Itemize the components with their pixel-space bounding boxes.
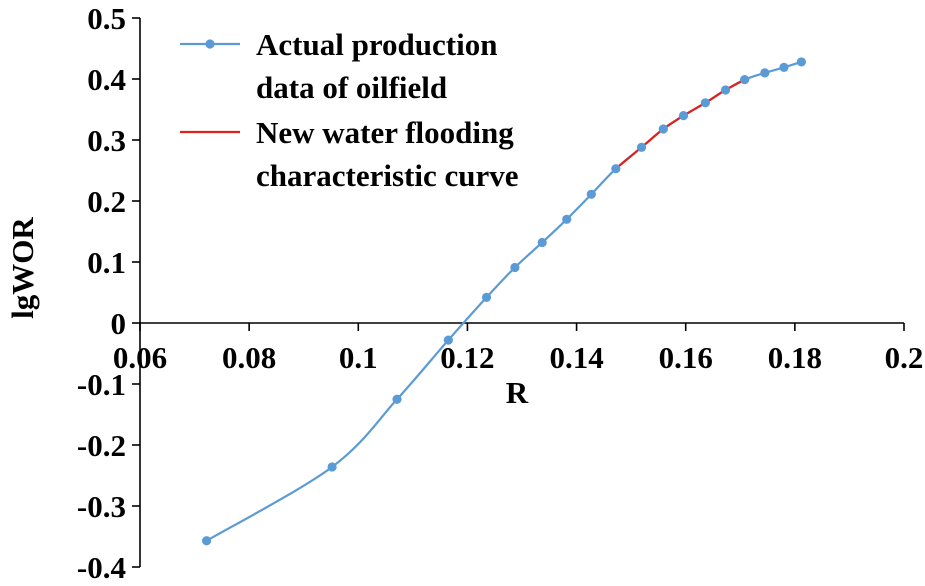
data-point xyxy=(740,75,750,85)
series-layer xyxy=(201,57,807,546)
y-tick-label: -0.2 xyxy=(77,428,126,463)
axes: 0.06 0.08 0.1 0.12 0.14 0.16 0.18 0.2 0.5 0.4 0.3 0… xyxy=(77,1,923,585)
y-tick-label: 0.3 xyxy=(87,123,126,158)
y-tick-label: 0.2 xyxy=(87,184,126,219)
x-tick-label: 0.06 xyxy=(113,340,167,375)
legend: Actual production data of oilfield New wat… xyxy=(180,27,519,193)
data-point xyxy=(481,292,492,302)
x-axis-title: R xyxy=(506,375,529,410)
y-tick-label: 0 xyxy=(111,306,127,341)
x-tick-label: 0.18 xyxy=(768,340,822,375)
data-point xyxy=(678,111,689,121)
x-tick-label: 0.1 xyxy=(339,340,378,375)
y-tick-label: 0.1 xyxy=(87,245,126,280)
data-point xyxy=(779,62,789,73)
y-tick-label: 0.4 xyxy=(87,62,126,97)
y-axis-title: lgWOR xyxy=(5,217,40,319)
data-point xyxy=(636,142,647,152)
x-tick-label: 0.16 xyxy=(659,340,713,375)
data-point xyxy=(611,164,621,174)
data-point xyxy=(537,237,547,248)
x-tick-label: 0.12 xyxy=(440,340,494,375)
data-point xyxy=(720,85,731,95)
y-tick-label: -0.3 xyxy=(77,489,126,524)
x-tick-label: 0.2 xyxy=(885,340,924,375)
y-tick-label: -0.1 xyxy=(77,367,126,402)
x-tick-label: 0.14 xyxy=(549,340,603,375)
x-tick-label: 0.08 xyxy=(222,340,276,375)
legend-marker-actual xyxy=(205,39,215,49)
data-point xyxy=(562,214,572,224)
legend-label-new-curve: New water flooding xyxy=(256,115,514,150)
y-tick-label: -0.4 xyxy=(77,550,126,585)
legend-label-actual: Actual production xyxy=(256,27,497,62)
data-point xyxy=(392,394,402,404)
legend-label-actual: data of oilfield xyxy=(256,70,447,105)
data-point xyxy=(510,262,520,273)
data-point xyxy=(586,189,596,199)
legend-label-new-curve: characteristic curve xyxy=(256,158,519,193)
data-point xyxy=(658,124,668,134)
data-point xyxy=(327,462,337,472)
data-point xyxy=(760,68,770,78)
data-point xyxy=(201,536,212,546)
data-point xyxy=(443,335,453,345)
data-point xyxy=(796,57,807,67)
data-point xyxy=(700,98,710,108)
y-tick-label: 0.5 xyxy=(87,1,126,36)
